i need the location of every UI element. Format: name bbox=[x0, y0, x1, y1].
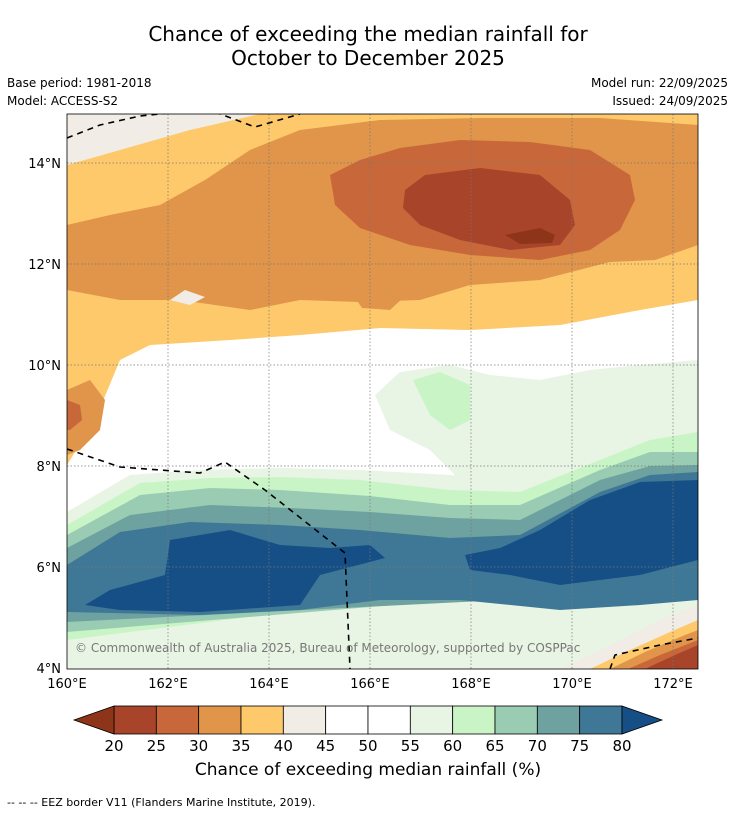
colorbar-box bbox=[113, 705, 157, 735]
colorbar-box bbox=[409, 705, 454, 735]
lat-label-6n: 6°N bbox=[37, 561, 62, 576]
eez-border-southeast bbox=[609, 637, 698, 669]
colorbar-label: Chance of exceeding median rainfall (%) bbox=[194, 760, 542, 780]
model-name: Model: ACCESS-S2 bbox=[7, 94, 119, 108]
lon-label-168e: 168°E bbox=[451, 677, 491, 692]
colorbar-tick-label: 55 bbox=[401, 737, 420, 755]
lat-label-12n: 12°N bbox=[28, 258, 61, 273]
colorbar: 20 25 30 35 40 45 50 55 60 65 70 75 80 bbox=[72, 705, 664, 755]
band-30-35-west bbox=[67, 380, 105, 455]
lon-label-164e: 164°E bbox=[249, 677, 289, 692]
dry-patch-west bbox=[170, 290, 205, 305]
lon-label-170e: 170°E bbox=[552, 677, 592, 692]
band-20-25-south bbox=[645, 645, 698, 669]
lat-label-14n: 14°N bbox=[28, 157, 61, 172]
band-20-25 bbox=[403, 168, 575, 250]
colorbar-tick-label: 70 bbox=[528, 737, 547, 755]
colorbar-box bbox=[452, 705, 496, 735]
colorbar-tick-label: 40 bbox=[274, 737, 293, 755]
lon-label-172e: 172°E bbox=[653, 677, 693, 692]
colorbar-tick-label: 30 bbox=[189, 737, 208, 755]
colorbar-tick-label: 80 bbox=[612, 737, 631, 755]
map-title: Chance of exceeding the median rainfall … bbox=[0, 22, 736, 70]
eez-border-north bbox=[67, 114, 301, 139]
colorbar-tick-label: 45 bbox=[316, 737, 335, 755]
title-line-2: October to December 2025 bbox=[231, 46, 505, 70]
colorbar-high-arrow bbox=[621, 705, 664, 735]
colorbar-low-arrow bbox=[72, 705, 115, 735]
info-right: Model run: 22/09/2025 Issued: 24/09/2025 bbox=[591, 74, 728, 110]
eez-border-south bbox=[67, 448, 351, 669]
band-60-65-central bbox=[413, 372, 470, 430]
colorbar-box bbox=[282, 705, 327, 735]
issued-date: Issued: 24/09/2025 bbox=[612, 94, 728, 108]
band-above-80 bbox=[85, 530, 385, 612]
colorbar-box bbox=[155, 705, 200, 735]
lon-label-162e: 162°E bbox=[148, 677, 188, 692]
colorbar-box bbox=[325, 705, 369, 735]
gridlines bbox=[67, 114, 698, 669]
band-below-20 bbox=[505, 228, 555, 244]
colorbar-tick-label: 50 bbox=[358, 737, 377, 755]
eez-footnote: -- -- -- EEZ border V11 (Flanders Marine… bbox=[7, 796, 316, 809]
colorbar-box bbox=[536, 705, 581, 735]
colorbar-tick-label: 60 bbox=[443, 737, 462, 755]
band-25-30-west bbox=[67, 400, 82, 430]
base-period: Base period: 1981-2018 bbox=[7, 76, 152, 90]
map-frame bbox=[66, 113, 699, 670]
colorbar-tick-label: 25 bbox=[147, 737, 166, 755]
rainfall-map: © Commonwealth of Australia 2025, Bureau… bbox=[28, 113, 699, 755]
colorbar-tick-label: 35 bbox=[231, 737, 250, 755]
lat-label-10n: 10°N bbox=[28, 359, 61, 374]
lat-label-4n: 4°N bbox=[37, 662, 62, 677]
info-left: Base period: 1981-2018 Model: ACCESS-S2 bbox=[7, 74, 152, 110]
colorbar-box bbox=[240, 705, 284, 735]
lon-label-166e: 166°E bbox=[350, 677, 390, 692]
colorbar-box bbox=[198, 705, 242, 735]
colorbar-box bbox=[367, 705, 411, 735]
colorbar-tick-label: 20 bbox=[104, 737, 123, 755]
colorbar-tick-label: 65 bbox=[485, 737, 504, 755]
map-plot-area: © Commonwealth of Australia 2025, Bureau… bbox=[67, 114, 698, 669]
lat-label-8n: 8°N bbox=[37, 460, 62, 475]
model-run: Model run: 22/09/2025 bbox=[590, 76, 728, 90]
copyright-notice: © Commonwealth of Australia 2025, Bureau… bbox=[75, 641, 580, 655]
colorbar-box bbox=[579, 705, 623, 735]
colorbar-box bbox=[494, 705, 538, 735]
band-above-80-east bbox=[465, 480, 698, 585]
island-patch-35 bbox=[350, 278, 405, 310]
colorbar-tick-label: 75 bbox=[570, 737, 589, 755]
title-line-1: Chance of exceeding the median rainfall … bbox=[148, 22, 588, 46]
lon-label-160e: 160°E bbox=[47, 677, 87, 692]
